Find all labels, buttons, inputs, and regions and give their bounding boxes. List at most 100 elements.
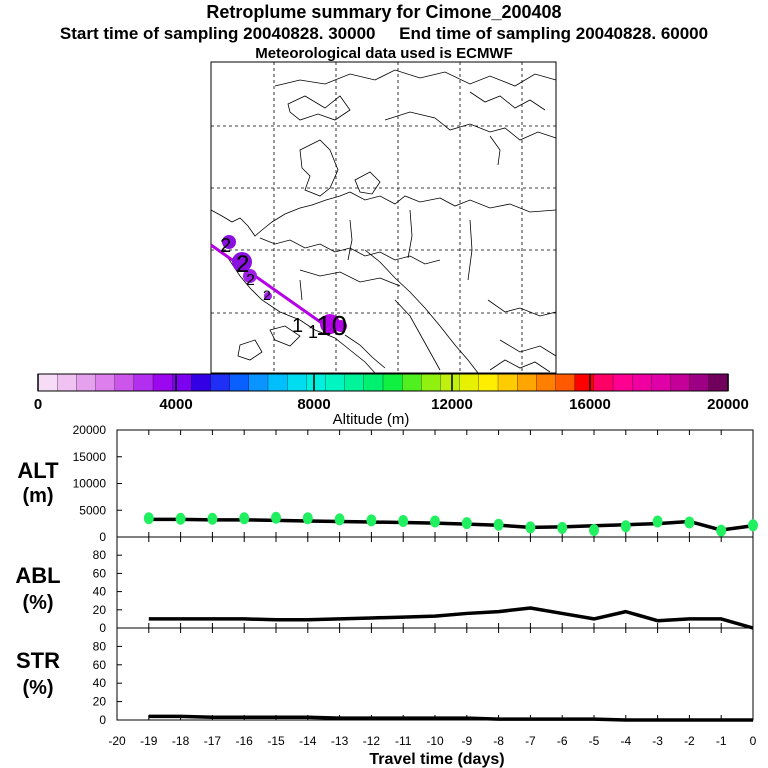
alt-particle-point: [620, 520, 631, 533]
x-tick-label: -19: [140, 734, 158, 748]
alt-particle-point: [366, 514, 377, 527]
colorbar-cell: [363, 373, 384, 392]
y-tick-label: 0: [99, 713, 106, 727]
x-tick-label: -7: [525, 734, 536, 748]
plume-label: 2: [220, 235, 231, 257]
colorbar-cell: [229, 373, 250, 392]
y-tick-label: 40: [93, 676, 107, 690]
colorbar-cell: [689, 373, 710, 392]
colorbar-cell: [459, 373, 480, 392]
y-tick-label: 40: [93, 585, 107, 599]
plume-label: 2: [246, 272, 255, 289]
colorbar-cell: [440, 373, 461, 392]
retroplume-map: 2 2 2 2 1 1 10: [210, 61, 557, 374]
panel-alt: ALT(m) 0 5000 10000 15000 20000: [17, 423, 758, 544]
plume-particle: [232, 252, 252, 272]
colorbar-tick-label: 12000: [431, 396, 473, 413]
x-tick-label: -18: [172, 734, 190, 748]
panel-abl: ABL (%) 0 20 40 60 80: [15, 536, 754, 635]
colorbar-cell: [133, 373, 154, 392]
altitude-colorbar: 0 4000 8000 12000 16000 20000 Altitude (m): [34, 373, 749, 428]
y-tick-label: 5000: [79, 503, 106, 517]
colorbar-cell: [632, 373, 652, 392]
colorbar-cell: [612, 373, 633, 392]
plume-label: 1: [308, 322, 318, 342]
x-tick-label: -12: [363, 734, 381, 748]
y-tick-label: 0: [99, 621, 106, 635]
colorbar-cell: [402, 373, 422, 392]
abl-line: [148, 606, 754, 630]
alt-particle-point: [525, 521, 536, 534]
colorbar-tick-label: 20000: [707, 396, 749, 413]
colorbar-cell: [267, 373, 288, 392]
panel-unit: (%): [22, 592, 53, 614]
alt-particle-point: [461, 517, 472, 530]
alt-line: [148, 517, 754, 532]
colorbar-tick-label: 16000: [569, 396, 611, 413]
panel-title: STR: [16, 648, 60, 673]
colorbar-cell: [478, 373, 499, 392]
alt-particle-point: [557, 521, 568, 534]
x-tick-label: -11: [395, 734, 412, 748]
alt-particle-point: [175, 512, 186, 525]
colorbar-cell: [670, 373, 691, 392]
y-tick-label: 10000: [73, 477, 107, 491]
y-tick-label: 20000: [73, 423, 107, 437]
colorbar-cell: [421, 373, 442, 392]
alt-particle-point: [430, 515, 440, 528]
alt-particle-point: [589, 524, 599, 537]
meteorological-data-note: Meteorological data used is ECMWF: [255, 45, 513, 62]
x-tick-label: -8: [493, 734, 504, 748]
plume-line: [210, 243, 327, 328]
plume-particle: [243, 269, 257, 283]
y-tick-label: 20: [93, 603, 107, 617]
alt-particle-point: [271, 511, 281, 524]
y-tick-label: 60: [93, 658, 107, 672]
colorbar-cell: [382, 373, 403, 392]
x-tick-label: -16: [236, 734, 254, 748]
alt-particle-point: [207, 512, 218, 525]
colorbar-cell: [287, 373, 307, 392]
colorbar-tick-label: 0: [34, 396, 42, 413]
x-tick-label: -20: [108, 734, 126, 748]
colorbar-cell: [172, 373, 192, 392]
plume-particle: [320, 314, 340, 334]
alt-particle-point: [334, 513, 345, 526]
alt-particle-point: [493, 518, 504, 531]
sampling-times: Start time of sampling 20040828. 30000 E…: [59, 24, 709, 43]
x-tick-label: -4: [620, 734, 631, 748]
colorbar-cell: [191, 373, 212, 392]
str-line: [148, 714, 753, 722]
x-tick-label: -17: [204, 734, 222, 748]
x-tick-label: -3: [652, 734, 663, 748]
y-tick-label: 80: [93, 639, 107, 653]
plume-particle: [335, 320, 347, 332]
panel-unit: (m): [22, 485, 53, 507]
alt-particle-point: [748, 519, 758, 532]
plume-label: 2: [263, 287, 271, 303]
x-tick-label: -1: [716, 734, 727, 748]
plume-particle: [222, 235, 236, 249]
x-tick-label: -15: [267, 734, 285, 748]
x-tick-label: -9: [461, 734, 472, 748]
colorbar-tick-label: 8000: [297, 396, 330, 413]
colorbar-cell: [248, 373, 269, 392]
colorbar-cell: [57, 373, 77, 392]
x-tick-label: -14: [299, 734, 317, 748]
colorbar-cell: [497, 373, 518, 392]
alt-particle-point: [716, 524, 727, 537]
colorbar-cell: [536, 373, 557, 392]
colorbar-cell: [325, 373, 346, 392]
x-tick-label: -6: [557, 734, 568, 748]
colorbar-cell: [37, 373, 58, 392]
plume-label: 1: [292, 315, 303, 337]
x-axis-label: Travel time (days): [369, 751, 504, 768]
alt-particle-point: [398, 514, 409, 527]
colorbar-cell: [593, 373, 614, 392]
panel-frame: [116, 627, 754, 721]
colorbar-cell: [306, 373, 327, 392]
chart-title: Retroplume summary for Cimone_200408: [206, 2, 562, 22]
plume-trajectory: 2 2 2 2 1 1 10: [210, 235, 347, 342]
colorbar-cell: [210, 373, 231, 392]
